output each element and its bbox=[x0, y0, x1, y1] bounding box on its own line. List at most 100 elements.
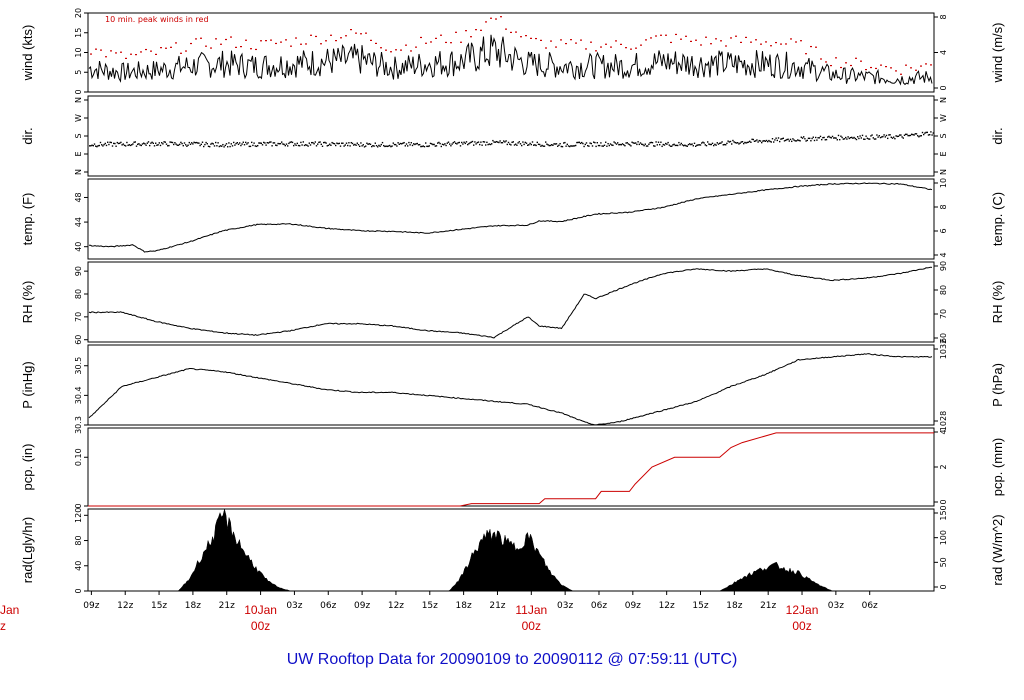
direction-point bbox=[571, 145, 573, 147]
direction-point bbox=[453, 141, 456, 143]
direction-point bbox=[258, 142, 260, 144]
direction-point bbox=[548, 144, 550, 147]
direction-point bbox=[242, 141, 244, 143]
direction-point bbox=[841, 136, 843, 139]
direction-point bbox=[761, 141, 763, 144]
direction-point bbox=[207, 145, 210, 148]
direction-point bbox=[194, 142, 196, 144]
direction-point bbox=[888, 134, 890, 136]
direction-point bbox=[289, 141, 291, 144]
x-tick-label: 15z bbox=[422, 601, 438, 611]
direction-point bbox=[919, 135, 921, 137]
y-tick-label-right: 1028 bbox=[939, 411, 948, 431]
y-tick-label-right: W bbox=[939, 114, 948, 122]
direction-point bbox=[578, 141, 580, 144]
direction-point bbox=[635, 142, 637, 144]
y-tick-label-right: S bbox=[939, 133, 948, 138]
peak-wind-point bbox=[280, 41, 282, 43]
direction-point bbox=[816, 139, 818, 141]
peak-wind-point bbox=[535, 37, 537, 40]
direction-point bbox=[779, 140, 781, 143]
direction-point bbox=[121, 144, 123, 146]
direction-point bbox=[729, 140, 732, 143]
direction-point bbox=[266, 142, 268, 144]
peak-wind-point bbox=[290, 45, 292, 47]
peak-wind-point bbox=[340, 37, 342, 39]
peak-wind-point bbox=[540, 39, 542, 41]
direction-point bbox=[908, 134, 910, 137]
direction-point bbox=[660, 141, 662, 143]
direction-point bbox=[501, 141, 504, 144]
direction-point bbox=[225, 143, 228, 145]
direction-point bbox=[781, 138, 783, 140]
direction-point bbox=[591, 145, 594, 147]
direction-point bbox=[170, 141, 172, 143]
direction-point bbox=[168, 144, 170, 147]
direction-point bbox=[251, 141, 253, 144]
peak-wind-point bbox=[110, 50, 112, 52]
direction-point bbox=[540, 145, 542, 147]
direction-point bbox=[782, 137, 784, 139]
direction-point bbox=[510, 144, 512, 146]
direction-point bbox=[213, 145, 216, 147]
peak-wind-point bbox=[650, 37, 652, 39]
direction-point bbox=[836, 139, 838, 141]
series-line bbox=[88, 182, 933, 253]
direction-point bbox=[913, 134, 915, 136]
x-tick-label: 15z bbox=[151, 601, 167, 611]
direction-point bbox=[881, 136, 883, 138]
peak-wind-point bbox=[915, 69, 917, 71]
chart-footer-title: UW Rooftop Data for 20090109 to 20090112… bbox=[286, 651, 738, 668]
day-label-time: 00z bbox=[522, 619, 541, 633]
direction-point bbox=[527, 144, 529, 146]
direction-point bbox=[667, 141, 669, 144]
direction-point bbox=[506, 143, 508, 146]
direction-point bbox=[860, 137, 862, 139]
peak-wind-point bbox=[760, 43, 762, 45]
y-axis-label-right: wind (m/s) bbox=[990, 23, 1005, 84]
direction-point bbox=[723, 143, 726, 146]
direction-point bbox=[559, 142, 561, 145]
direction-point bbox=[577, 141, 579, 144]
direction-point bbox=[505, 140, 507, 142]
direction-point bbox=[765, 139, 768, 142]
peak-wind-point bbox=[625, 47, 627, 49]
direction-point bbox=[744, 141, 746, 144]
x-tick-label: 06z bbox=[320, 601, 336, 611]
direction-point bbox=[474, 141, 476, 143]
direction-point bbox=[389, 144, 391, 147]
direction-point bbox=[636, 143, 638, 146]
direction-point bbox=[492, 139, 494, 142]
direction-point bbox=[789, 138, 792, 141]
direction-point bbox=[239, 142, 241, 144]
direction-point bbox=[858, 137, 860, 140]
direction-point bbox=[206, 143, 208, 145]
direction-point bbox=[279, 142, 282, 145]
direction-point bbox=[674, 144, 676, 147]
direction-point bbox=[272, 142, 274, 144]
direction-point bbox=[198, 142, 200, 144]
peak-wind-point bbox=[885, 66, 887, 68]
panel-frame bbox=[87, 95, 935, 177]
direction-point bbox=[848, 137, 850, 140]
direction-point bbox=[134, 141, 136, 143]
direction-point bbox=[212, 143, 214, 145]
direction-point bbox=[763, 139, 765, 142]
direction-point bbox=[99, 141, 102, 144]
direction-point bbox=[575, 144, 577, 147]
direction-point bbox=[845, 136, 847, 139]
direction-point bbox=[673, 143, 675, 146]
day-label-time: 00z bbox=[792, 619, 811, 633]
y-axis-label: rad(Lgly/hr) bbox=[20, 517, 35, 583]
peak-wind-point bbox=[905, 64, 907, 66]
direction-point bbox=[301, 144, 303, 146]
peak-wind-point bbox=[840, 66, 842, 69]
direction-point bbox=[920, 135, 922, 137]
direction-point bbox=[735, 142, 738, 144]
direction-point bbox=[407, 145, 409, 147]
peak-wind-point bbox=[430, 41, 432, 43]
direction-point bbox=[222, 143, 224, 146]
direction-point bbox=[584, 143, 586, 146]
direction-point bbox=[391, 145, 393, 147]
peak-wind-point bbox=[315, 35, 317, 38]
